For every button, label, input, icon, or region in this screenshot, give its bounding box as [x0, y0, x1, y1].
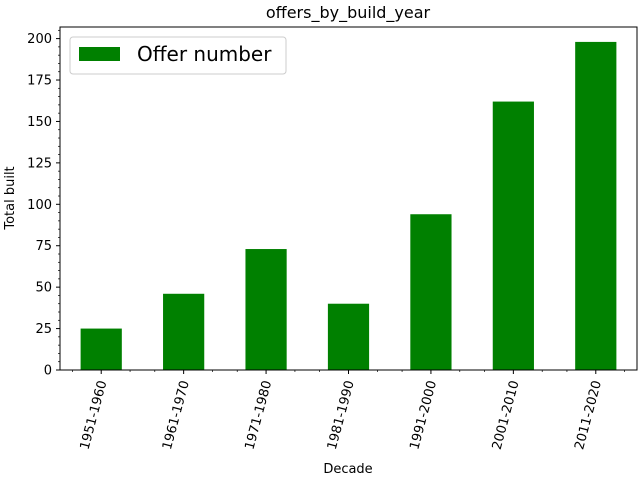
x-tick-label: 1991-2000	[407, 379, 440, 451]
y-tick-label: 175	[27, 74, 52, 89]
x-axis-label: Decade	[323, 462, 372, 477]
y-tick-label: 150	[27, 115, 52, 130]
x-tick-label: 2011-2020	[572, 379, 605, 451]
bar-2001-2010	[492, 101, 534, 370]
x-axis: 1951-1960 1961-1970 1971-1980 1981-1990 1991…	[72, 370, 625, 451]
y-tick-label: 50	[35, 281, 52, 296]
legend-swatch	[79, 47, 120, 61]
chart-title: offers_by_build_year	[266, 3, 431, 23]
plot-area	[80, 41, 617, 370]
x-tick-label: 1971-1980	[242, 379, 275, 451]
x-tick-label: 1961-1970	[160, 379, 193, 451]
x-tick-label: 2001-2010	[490, 379, 523, 451]
legend-label: Offer number	[137, 42, 272, 66]
y-axis-label: Total built	[3, 166, 18, 230]
y-tick-label: 75	[35, 239, 52, 254]
bar-1991-2000	[410, 214, 452, 370]
y-tick-label: 25	[35, 322, 52, 337]
legend-box	[69, 36, 287, 75]
y-tick-label: 0	[44, 364, 52, 379]
y-axis: 0 25 50 75 100 125 150 175 200	[27, 29, 60, 379]
bar-1971-1980	[245, 249, 287, 370]
y-tick-label: 125	[27, 156, 52, 171]
bar-1951-1960	[80, 328, 122, 370]
legend: Offer number	[69, 36, 287, 75]
bar-1961-1970	[163, 293, 205, 370]
y-tick-label: 200	[27, 32, 52, 47]
y-tick-label: 100	[27, 198, 52, 213]
x-tick-label: 1981-1990	[325, 379, 358, 451]
x-tick-label: 1951-1960	[78, 379, 111, 451]
bar-2011-2020	[575, 41, 617, 370]
bar-1981-1990	[327, 303, 370, 370]
